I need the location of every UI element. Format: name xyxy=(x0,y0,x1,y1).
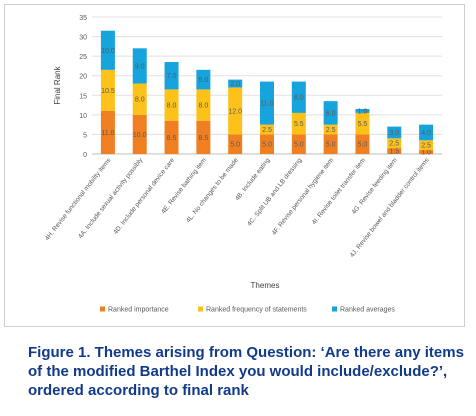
data-label: 5.0 xyxy=(294,142,304,149)
bar-segment xyxy=(291,134,306,154)
legend-label: Ranked importance xyxy=(108,307,169,314)
data-label: 1.0 xyxy=(358,108,368,115)
data-label: 7.0 xyxy=(167,73,177,80)
data-label: 8.0 xyxy=(135,97,145,104)
x-tick-label: 4L. No changes to be made xyxy=(185,157,240,225)
bar-segment xyxy=(323,134,338,154)
data-label: 8.0 xyxy=(198,103,208,110)
bar-segment xyxy=(419,150,434,154)
bar-segment xyxy=(196,89,211,121)
y-tick-label: 10 xyxy=(79,113,87,120)
data-label: 11.0 xyxy=(260,101,273,108)
x-tick-label: 4A. Include sexual activity possibly xyxy=(77,156,145,240)
bar-segment xyxy=(196,120,211,154)
legend-swatch xyxy=(332,306,337,312)
data-label: 10.0 xyxy=(133,132,147,139)
bar-segment xyxy=(100,69,115,111)
x-tick-label: 4C. Split UB and LB dressing xyxy=(246,157,304,228)
bar-segment xyxy=(100,110,115,154)
data-label: 6.0 xyxy=(326,110,336,117)
data-label: 2.5 xyxy=(262,127,272,134)
bar-segment xyxy=(260,134,274,154)
y-tick-label: 0 xyxy=(83,152,87,159)
bar-segment xyxy=(387,138,402,149)
bar-segment xyxy=(260,124,274,135)
x-tick-label: 4H. Revise functional mobility items xyxy=(44,156,113,242)
bar-segment xyxy=(355,134,370,154)
data-label: 10.0 xyxy=(101,48,115,55)
data-label: 2.5 xyxy=(389,141,399,148)
legend-swatch xyxy=(100,306,105,312)
data-label: 10.5 xyxy=(101,88,115,95)
data-label: 5.0 xyxy=(358,142,368,149)
y-tick-label: 15 xyxy=(79,93,87,100)
bar-segment xyxy=(228,87,243,135)
bar-segment xyxy=(419,124,434,141)
data-label: 1.5 xyxy=(389,149,399,156)
bar-segment xyxy=(132,114,147,154)
data-label: 11.0 xyxy=(101,130,114,137)
legend-label: Ranked frequency of statements xyxy=(206,307,307,314)
figure-caption: Figure 1. Themes arising from Question: … xyxy=(28,344,464,399)
bar-segment xyxy=(387,126,402,139)
bar-segment xyxy=(228,134,243,154)
bar-segment xyxy=(132,83,147,115)
x-tick-label: 4D. Include personal device care xyxy=(112,157,176,236)
bar-segment xyxy=(355,108,370,113)
bar-segment xyxy=(291,81,306,113)
y-tick-label: 25 xyxy=(79,54,87,61)
bar-segment xyxy=(291,112,306,135)
data-label: 12.0 xyxy=(228,108,242,115)
y-tick-label: 20 xyxy=(79,74,87,81)
bar-segment xyxy=(419,140,434,151)
bar-segment xyxy=(132,48,147,84)
stacked-bar-chart: 0 5 10 15 20 25 30 35 Final Rank 11.0 10.5 10.0 4H. … xyxy=(44,15,442,314)
data-label: 1.0 xyxy=(421,150,431,157)
data-label: 8.0 xyxy=(294,95,304,102)
bar-segment xyxy=(323,124,338,135)
x-tick-label: 4I. Revise toilet transfer item xyxy=(311,157,367,226)
bar-segment xyxy=(387,148,402,154)
y-tick-label: 30 xyxy=(79,35,87,42)
bar-segment xyxy=(164,120,179,154)
legend-swatch xyxy=(198,306,203,312)
data-label: 8.5 xyxy=(167,135,177,142)
bar-segment xyxy=(260,81,274,125)
x-tick-label: 4F. Revise personal hygiene item xyxy=(271,157,335,237)
data-label: 2.0 xyxy=(230,81,240,88)
data-label: 8.0 xyxy=(167,103,177,110)
bar-segment xyxy=(164,62,179,90)
chart-frame xyxy=(4,4,465,327)
data-label: 2.5 xyxy=(326,127,336,134)
data-label: 3.0 xyxy=(389,130,399,137)
bar-segment xyxy=(196,69,211,90)
bar-segment xyxy=(228,79,243,88)
bar-segment xyxy=(355,112,370,135)
y-axis-title: Final Rank xyxy=(53,65,62,104)
data-label: 9.0 xyxy=(135,63,145,70)
y-tick-label: 5 xyxy=(83,132,87,139)
data-label: 8.5 xyxy=(198,135,208,142)
data-label: 5.5 xyxy=(358,121,368,128)
data-label: 5.5 xyxy=(294,121,304,128)
data-label: 5.0 xyxy=(326,142,336,149)
bar-segment xyxy=(323,101,338,125)
data-label: 5.0 xyxy=(198,77,208,84)
data-label: 5.0 xyxy=(230,142,240,149)
data-label: 5.0 xyxy=(262,142,272,149)
legend-label: Ranked averages xyxy=(340,307,395,314)
x-tick-label: 4B. Include eating xyxy=(234,157,272,203)
data-label: 4.0 xyxy=(421,130,431,137)
bar-segment xyxy=(164,89,179,121)
bar-segment xyxy=(100,30,115,70)
y-tick-label: 35 xyxy=(79,15,87,22)
x-axis-title: Themes xyxy=(251,281,280,290)
data-label: 2.5 xyxy=(421,143,431,150)
